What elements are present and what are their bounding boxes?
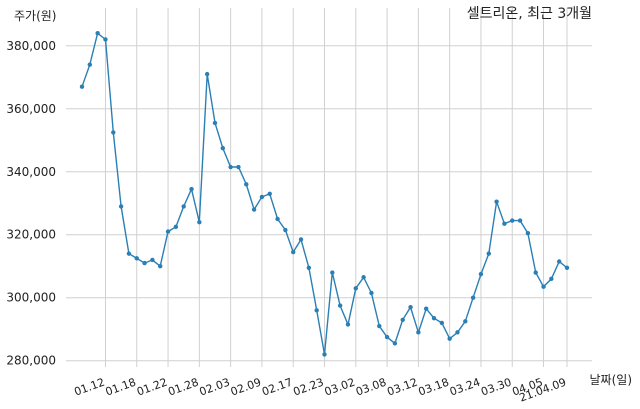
x-tick-label: 01.28 (166, 376, 200, 399)
y-tick-label: 300,000 (6, 291, 56, 305)
x-tick-label: 02.23 (291, 376, 325, 399)
data-point (197, 219, 202, 225)
data-point (510, 218, 515, 223)
data-point (517, 218, 523, 223)
data-point (533, 270, 538, 275)
data-point (79, 84, 85, 89)
price-series (79, 30, 570, 357)
data-point (330, 270, 335, 275)
data-point (275, 216, 280, 222)
data-point (423, 306, 429, 311)
data-point (549, 276, 554, 282)
data-point (314, 308, 319, 313)
data-point (291, 249, 296, 255)
data-point (478, 271, 484, 277)
data-point (111, 130, 116, 135)
data-point (439, 320, 445, 326)
y-tick-label: 340,000 (6, 165, 56, 179)
data-point (384, 334, 390, 340)
x-tick-label: 03.02 (323, 376, 357, 399)
data-point (345, 322, 351, 327)
data-point (525, 230, 531, 236)
data-point (173, 224, 179, 230)
data-point (541, 284, 546, 289)
data-point (118, 204, 124, 209)
data-point (486, 251, 491, 256)
data-point (150, 257, 155, 263)
data-point (189, 186, 194, 192)
data-point (392, 341, 398, 346)
data-point (361, 275, 366, 280)
x-tick-label: 01.12 (72, 376, 106, 399)
x-tick-label: 03.18 (417, 376, 451, 399)
data-point (337, 303, 343, 308)
data-point (87, 62, 93, 67)
data-point (463, 319, 468, 324)
data-point (95, 30, 100, 36)
x-tick-label: 03.30 (479, 376, 513, 399)
y-axis-label: 주가(원) (14, 9, 56, 23)
y-tick-label: 320,000 (6, 228, 56, 242)
chart-title: 셀트리온, 최근 3개월 (467, 6, 592, 22)
data-point (447, 336, 452, 341)
x-tick-label: 02.09 (229, 376, 263, 399)
data-point (142, 260, 147, 266)
data-point (283, 227, 288, 233)
x-tick-labels: 01.1201.1801.2201.2802.0302.0902.1702.23… (72, 376, 568, 405)
data-point (455, 330, 460, 335)
data-point (369, 290, 374, 296)
data-point (353, 286, 358, 291)
data-point (244, 182, 249, 187)
x-axis-label: 날짜(일) (590, 373, 632, 387)
y-tick-label: 280,000 (6, 354, 56, 368)
data-point (251, 207, 257, 212)
data-point (470, 295, 476, 300)
y-tick-label: 360,000 (6, 102, 56, 116)
data-point (220, 145, 226, 151)
data-point (165, 229, 171, 234)
y-tick-label: 380,000 (6, 39, 56, 53)
data-point (236, 164, 241, 170)
data-point (494, 199, 499, 204)
data-point (298, 237, 304, 242)
data-point (158, 264, 163, 269)
data-point (377, 323, 382, 329)
data-point (502, 221, 507, 226)
data-point (408, 304, 413, 310)
data-point (212, 120, 218, 126)
data-point (322, 352, 327, 357)
data-point (204, 71, 210, 77)
x-tick-label: 03.08 (354, 376, 388, 399)
data-point (103, 37, 108, 42)
x-gridlines (104, 8, 568, 367)
x-tick-label: 01.18 (104, 376, 138, 399)
data-point (556, 259, 562, 264)
x-tick-label: 02.17 (260, 376, 294, 399)
data-point (228, 164, 233, 170)
y-gridlines (66, 45, 592, 362)
data-point (306, 265, 312, 271)
data-point (431, 315, 437, 321)
data-point (416, 330, 421, 335)
x-tick-label: 21.04.09 (518, 376, 568, 405)
data-point (564, 265, 570, 271)
x-tick-label: 03.12 (385, 376, 419, 399)
x-tick-label: 03.24 (448, 376, 482, 399)
y-tick-labels: 280,000 300,000 320,000 340,000 360,000 380,0… (6, 39, 56, 368)
data-point (126, 251, 132, 256)
x-tick-label: 02.03 (198, 376, 232, 399)
data-point (134, 256, 139, 261)
data-point (267, 191, 272, 196)
data-point (259, 194, 265, 200)
x-tick-label: 01.22 (135, 376, 169, 399)
data-point (181, 204, 186, 209)
data-point (400, 317, 405, 322)
